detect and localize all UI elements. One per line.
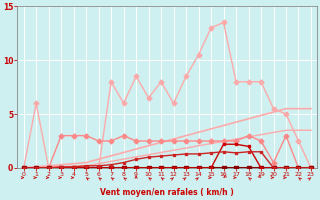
X-axis label: Vent moyen/en rafales ( km/h ): Vent moyen/en rafales ( km/h ) (100, 188, 234, 197)
